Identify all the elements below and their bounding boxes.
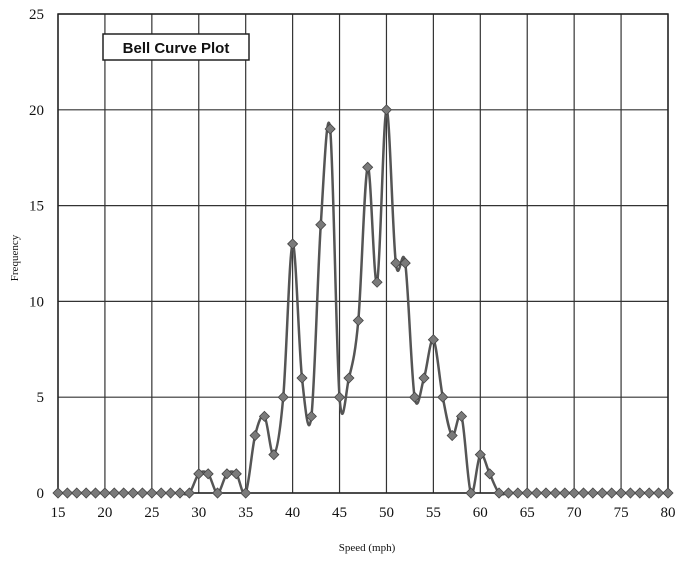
data-point (521, 487, 533, 499)
x-tick-label: 55 (426, 505, 441, 521)
data-point (333, 391, 346, 403)
x-tick-label: 20 (97, 505, 112, 521)
x-tick-label: 60 (473, 505, 488, 521)
data-point (531, 487, 543, 499)
data-point (258, 410, 271, 422)
data-point (634, 487, 646, 499)
y-tick-label: 0 (37, 486, 45, 502)
data-point (277, 391, 289, 403)
data-point (343, 372, 355, 384)
data-point (409, 391, 421, 403)
data-point (427, 334, 439, 346)
data-point (99, 487, 111, 499)
data-point (559, 487, 571, 499)
data-point (315, 219, 327, 231)
data-point (624, 487, 637, 499)
data-point (249, 429, 261, 442)
x-axis-title: Speed (mph) (339, 542, 396, 554)
data-point (587, 487, 599, 499)
data-point (643, 487, 655, 499)
x-tick-label: 30 (191, 505, 206, 521)
data-point (221, 468, 233, 480)
chart-title: Bell Curve Plot (123, 40, 230, 57)
x-tick-label: 80 (661, 505, 676, 521)
data-point (446, 429, 458, 442)
x-tick-label: 40 (285, 505, 300, 521)
data-point (193, 468, 205, 480)
data-point (662, 487, 674, 499)
data-point (380, 104, 393, 116)
x-tick-label: 50 (379, 505, 394, 521)
x-tick-label: 70 (567, 505, 582, 521)
x-tick-label: 65 (520, 505, 535, 521)
tick-labels: 15 20 25 30 35 40 45 50 55 60 65 70 75 80 0 5 10 15 20 25 (29, 7, 676, 521)
data-point (577, 487, 590, 499)
data-point (230, 468, 242, 480)
data-point (305, 410, 317, 422)
data-point (52, 487, 64, 499)
chart-title-box: Bell Curve Plot (102, 33, 250, 61)
data-point (390, 257, 402, 269)
data-point (296, 372, 308, 384)
series-layer (52, 104, 674, 499)
data-point (118, 487, 130, 499)
data-point (371, 276, 383, 288)
data-point (174, 487, 186, 499)
data-point (155, 487, 167, 499)
data-point (127, 487, 139, 499)
data-point (615, 487, 627, 499)
data-point (437, 391, 449, 403)
data-point (268, 449, 280, 461)
data-point (596, 487, 608, 499)
data-point (324, 123, 336, 135)
data-point (418, 372, 430, 384)
data-point (606, 487, 618, 499)
x-tick-label: 75 (614, 505, 629, 521)
data-point (352, 314, 364, 327)
data-point (549, 487, 561, 499)
y-tick-label: 10 (29, 294, 44, 310)
data-point (146, 487, 158, 499)
data-point (493, 487, 505, 499)
data-point (136, 487, 149, 499)
data-point (80, 487, 92, 499)
data-point (61, 487, 73, 499)
y-tick-label: 5 (37, 390, 45, 406)
data-point (165, 487, 177, 499)
data-point (362, 161, 374, 173)
x-tick-label: 45 (332, 505, 347, 521)
data-point (211, 487, 224, 499)
data-point (653, 487, 665, 499)
data-point (512, 487, 524, 499)
x-tick-label: 25 (144, 505, 159, 521)
data-point (71, 487, 83, 499)
data-point (502, 487, 515, 499)
data-point (568, 487, 580, 499)
y-tick-label: 25 (29, 7, 44, 23)
data-point (465, 487, 477, 499)
data-point (484, 468, 496, 480)
data-point (240, 487, 252, 499)
data-point (89, 487, 102, 499)
data-point (455, 410, 468, 422)
data-point (287, 238, 299, 250)
y-axis-title: Frequency (9, 234, 21, 281)
data-point (540, 487, 552, 499)
data-point (108, 487, 120, 499)
data-point (183, 487, 195, 499)
plot-frame (57, 13, 669, 494)
x-tick-label: 15 (51, 505, 66, 521)
data-point (474, 449, 486, 461)
x-tick-label: 35 (238, 505, 253, 521)
y-tick-label: 15 (29, 199, 44, 215)
y-tick-label: 20 (29, 103, 44, 119)
data-point (399, 257, 411, 269)
data-point (202, 468, 214, 480)
